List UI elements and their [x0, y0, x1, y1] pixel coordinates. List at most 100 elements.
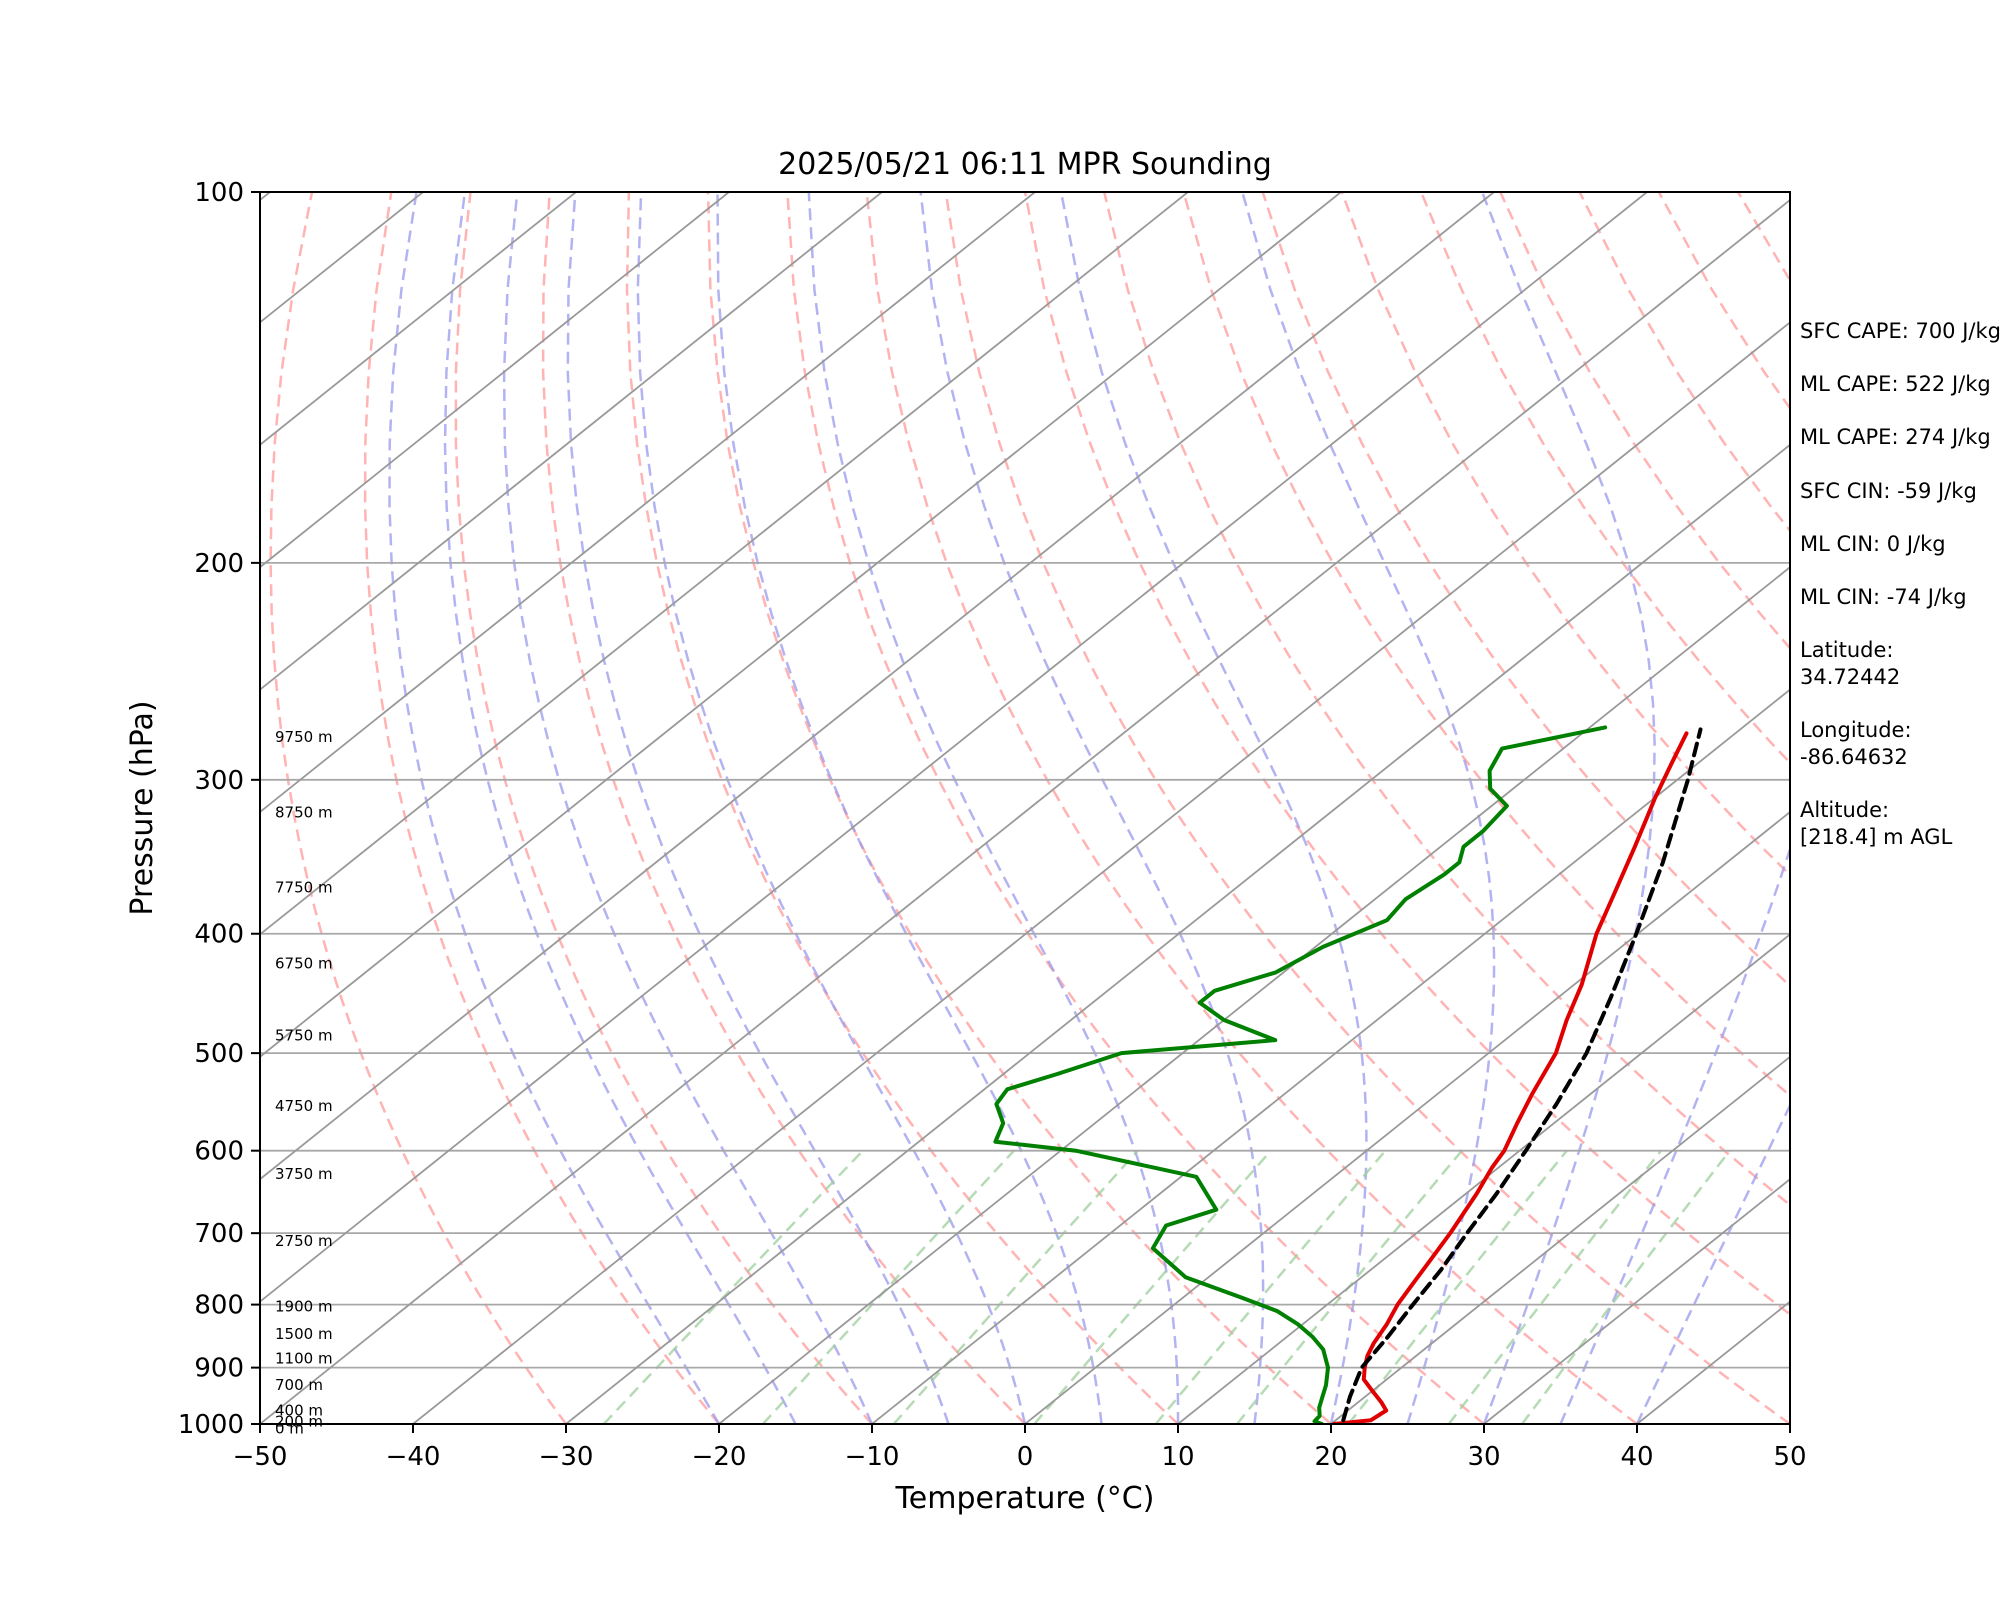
moist-adiabat — [1480, 192, 1656, 1424]
x-tick-label: 50 — [1773, 1442, 1806, 1472]
dry-adiabat — [1340, 192, 1790, 877]
dry-adiabat — [363, 192, 720, 1424]
height-label: 7750 m — [275, 879, 333, 897]
isotherm-line — [565, 443, 1790, 1424]
mixing-ratio-line — [1521, 1149, 1731, 1424]
height-label: 0 m — [275, 1419, 304, 1437]
moist-adiabat — [1059, 192, 1368, 1424]
isotherm-line — [718, 566, 1790, 1424]
height-label: 9750 m — [275, 728, 333, 746]
moist-adiabat — [807, 192, 1180, 1424]
moist-adiabat — [566, 192, 950, 1424]
dry-adiabat — [1023, 192, 1790, 1316]
x-tick-label: 10 — [1161, 1442, 1194, 1472]
x-axis-label: Temperature (°C) — [895, 1481, 1155, 1516]
y-tick-label: 800 — [194, 1291, 244, 1321]
sfc-cin-text: SFC CIN: -59 J/kg — [1800, 479, 1977, 503]
isotherm-line — [260, 198, 1790, 1424]
dry-adiabat — [1261, 192, 1790, 988]
height-label: 1100 m — [275, 1350, 333, 1368]
y-axis-label: Pressure (hPa) — [125, 700, 160, 915]
dry-adiabat — [1419, 192, 1790, 765]
dry-adiabat — [541, 192, 1026, 1424]
isotherm-line — [871, 688, 1790, 1424]
dry-adiabat — [625, 192, 1179, 1424]
isobar-grid — [260, 561, 1790, 1369]
dry-adiabat — [269, 192, 568, 1424]
dewpoint-profile — [993, 725, 1608, 1424]
height-label: 200 m — [275, 1412, 323, 1430]
height-label: 3750 m — [275, 1165, 333, 1183]
moist-adiabat — [443, 192, 797, 1424]
moist-adiabat — [388, 192, 721, 1424]
dry-adiabat — [454, 192, 873, 1424]
x-tick-label: −20 — [692, 1442, 747, 1472]
height-label: 400 m — [275, 1401, 323, 1419]
isotherm-line — [1330, 1055, 1790, 1424]
height-label: 6750 m — [275, 955, 333, 973]
mixing-ratio-line — [1447, 1149, 1662, 1424]
height-label: 1900 m — [275, 1298, 333, 1316]
x-tick-label: 0 — [1017, 1442, 1034, 1472]
isotherm-line — [260, 192, 1189, 936]
x-tick-label: −10 — [845, 1442, 900, 1472]
sounding-profiles — [993, 725, 1703, 1424]
altitude-label: Altitude: — [1800, 798, 1889, 822]
isotherm-line — [260, 192, 1036, 814]
moist-adiabat — [1635, 1102, 1790, 1424]
y-axis: 100 200 300 400 500 600 700 800 900 1000 — [178, 178, 260, 1440]
y-tick-label: 100 — [194, 178, 244, 208]
y-tick-label: 1000 — [178, 1410, 244, 1440]
moist-adiabat — [1559, 845, 1790, 1424]
isotherm-line — [260, 192, 1342, 1058]
ml-cin-text-2: ML CIN: -74 J/kg — [1800, 585, 1967, 609]
x-tick-label: 20 — [1314, 1442, 1347, 1472]
dry-adiabat — [786, 192, 1485, 1424]
x-tick-label: −50 — [233, 1442, 288, 1472]
y-tick-label: 200 — [194, 549, 244, 579]
parcel-profile — [1341, 727, 1703, 1423]
moist-adiabat — [716, 192, 1103, 1424]
y-tick-label: 500 — [194, 1039, 244, 1069]
isotherm-line — [260, 192, 730, 569]
moist-adiabat — [919, 192, 1265, 1424]
altitude-value: [218.4] m AGL — [1800, 825, 1953, 849]
y-tick-label: 400 — [194, 920, 244, 950]
latitude-label: Latitude: — [1800, 638, 1894, 662]
isotherm-line — [260, 192, 577, 446]
dry-adiabat — [1182, 192, 1790, 1098]
isotherm-line — [260, 192, 883, 691]
height-label: 4750 m — [275, 1097, 333, 1115]
stats-panel: SFC CAPE: 700 J/kg ML CAPE: 522 J/kg ML … — [1800, 319, 2000, 849]
sfc-cape-text: SFC CAPE: 700 J/kg — [1800, 319, 2000, 343]
temperature-profile — [1332, 731, 1689, 1424]
isotherm-line — [1177, 933, 1790, 1424]
isotherm-line — [1483, 1178, 1790, 1424]
isotherm-grid — [260, 192, 1790, 1424]
longitude-value: -86.64632 — [1800, 745, 1908, 769]
y-tick-label: 300 — [194, 766, 244, 796]
x-tick-label: 40 — [1620, 1442, 1653, 1472]
moist-adiabat — [502, 192, 874, 1424]
isotherm-line — [260, 192, 1495, 1181]
latitude-value: 34.72442 — [1800, 665, 1900, 689]
moist-adiabat — [636, 192, 1027, 1424]
x-tick-label: −30 — [539, 1442, 594, 1472]
ml-cape-text: ML CAPE: 522 J/kg — [1800, 372, 1991, 396]
height-label: 1500 m — [275, 1325, 333, 1343]
isotherm-line — [412, 321, 1790, 1424]
chart-title: 2025/05/21 06:11 MPR Sounding — [778, 147, 1272, 182]
ml-cin-text: ML CIN: 0 J/kg — [1800, 532, 1946, 556]
dry-adiabat — [1102, 192, 1790, 1207]
y-tick-label: 900 — [194, 1354, 244, 1384]
y-tick-label: 700 — [194, 1219, 244, 1249]
dry-adiabat — [944, 192, 1790, 1424]
height-label: 2750 m — [275, 1232, 333, 1250]
ml-cape-text-2: ML CAPE: 274 J/kg — [1800, 425, 1991, 449]
longitude-label: Longitude: — [1800, 718, 1912, 742]
x-tick-label: 30 — [1467, 1442, 1500, 1472]
x-tick-label: −40 — [386, 1442, 441, 1472]
